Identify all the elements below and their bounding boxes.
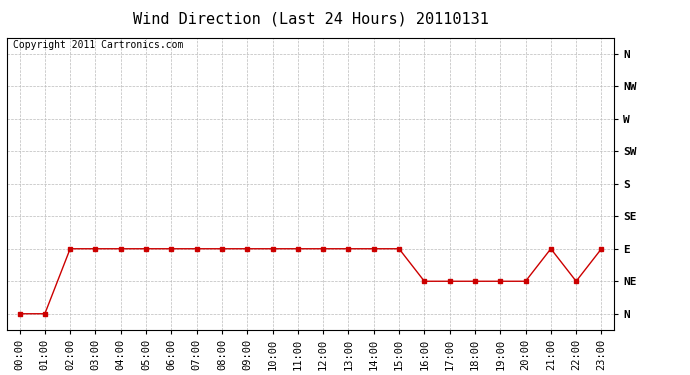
Text: Wind Direction (Last 24 Hours) 20110131: Wind Direction (Last 24 Hours) 20110131: [132, 11, 489, 26]
Text: Copyright 2011 Cartronics.com: Copyright 2011 Cartronics.com: [13, 40, 184, 50]
